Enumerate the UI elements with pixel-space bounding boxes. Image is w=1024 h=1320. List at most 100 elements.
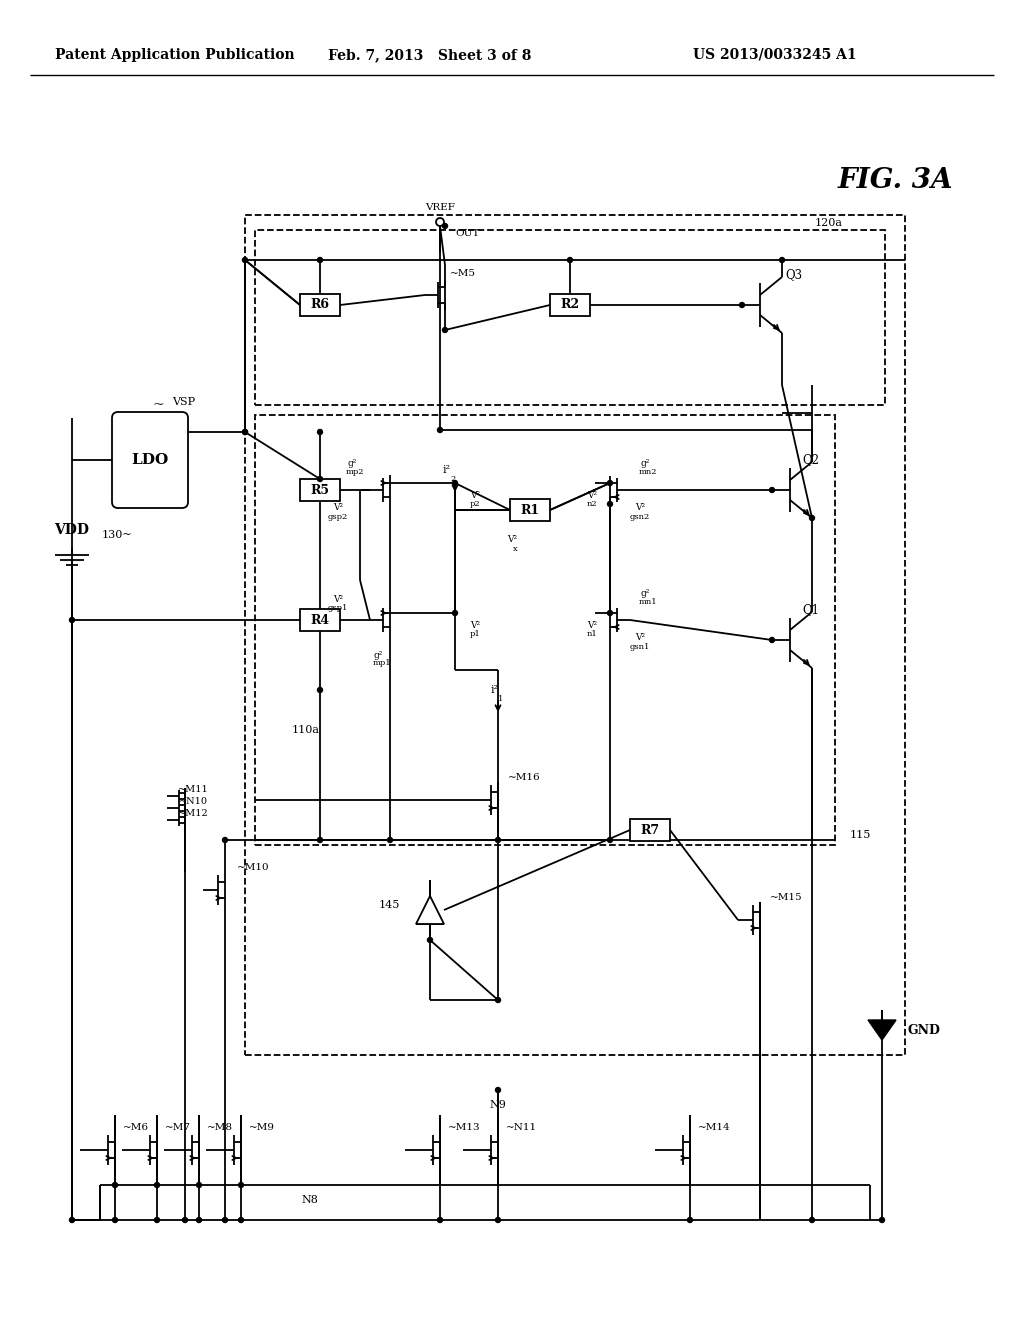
Circle shape	[155, 1183, 160, 1188]
Text: V²: V²	[635, 634, 645, 643]
Text: FIG. 3A: FIG. 3A	[838, 166, 952, 194]
Text: mp2: mp2	[346, 469, 365, 477]
Text: ~M5: ~M5	[450, 268, 476, 277]
Circle shape	[243, 257, 248, 263]
Bar	[550, 294, 590, 315]
Bar	[255, 230, 885, 405]
Polygon shape	[416, 896, 444, 924]
Circle shape	[239, 1183, 244, 1188]
Text: V²: V²	[587, 491, 597, 499]
Circle shape	[317, 688, 323, 693]
Bar	[245, 215, 905, 1055]
Circle shape	[317, 837, 323, 842]
Text: ~M15: ~M15	[770, 894, 803, 903]
Text: Feb. 7, 2013   Sheet 3 of 8: Feb. 7, 2013 Sheet 3 of 8	[329, 48, 531, 62]
Text: mn1: mn1	[639, 598, 657, 606]
Text: V²: V²	[470, 491, 480, 499]
Text: x: x	[513, 545, 517, 553]
Circle shape	[197, 1217, 202, 1222]
Circle shape	[607, 837, 612, 842]
Text: R7: R7	[640, 824, 659, 837]
Text: N9: N9	[489, 1100, 507, 1110]
Text: Q1: Q1	[802, 603, 819, 616]
Circle shape	[239, 1217, 244, 1222]
Text: Q3: Q3	[785, 268, 802, 281]
Text: g²: g²	[640, 459, 649, 469]
Circle shape	[113, 1217, 118, 1222]
Circle shape	[70, 618, 75, 623]
Bar	[300, 479, 340, 502]
Text: p2: p2	[470, 500, 480, 508]
Circle shape	[739, 302, 744, 308]
Text: ~M7: ~M7	[165, 1123, 191, 1133]
Circle shape	[769, 638, 774, 643]
Text: US 2013/0033245 A1: US 2013/0033245 A1	[693, 48, 857, 62]
Circle shape	[317, 257, 323, 263]
Text: ~M12: ~M12	[177, 809, 208, 818]
Bar	[300, 609, 340, 631]
Circle shape	[317, 429, 323, 434]
Text: V²: V²	[470, 620, 480, 630]
Text: ~M11: ~M11	[177, 785, 208, 795]
Text: ~M6: ~M6	[123, 1123, 150, 1133]
Circle shape	[607, 502, 612, 507]
Text: R1: R1	[520, 503, 540, 516]
Circle shape	[880, 1217, 885, 1222]
Text: 130~: 130~	[101, 531, 132, 540]
Polygon shape	[868, 1020, 896, 1040]
Text: g²: g²	[347, 459, 356, 469]
Text: VREF: VREF	[425, 202, 455, 211]
Circle shape	[317, 477, 323, 482]
Text: mn2: mn2	[639, 469, 657, 477]
Text: g²: g²	[374, 651, 383, 660]
Circle shape	[567, 257, 572, 263]
Text: VSP: VSP	[172, 397, 196, 407]
Text: g²: g²	[640, 590, 649, 598]
Text: V²: V²	[587, 620, 597, 630]
Circle shape	[769, 487, 774, 492]
Text: ~M16: ~M16	[508, 774, 541, 783]
Text: ~N11: ~N11	[506, 1123, 538, 1133]
Text: gsp2: gsp2	[328, 513, 348, 521]
Circle shape	[387, 837, 392, 842]
FancyBboxPatch shape	[112, 412, 188, 508]
Text: V²: V²	[333, 503, 343, 512]
Circle shape	[437, 428, 442, 433]
Bar	[510, 499, 550, 521]
Bar	[630, 818, 670, 841]
Circle shape	[243, 429, 248, 434]
Text: ~N10: ~N10	[178, 797, 208, 807]
Text: n2: n2	[587, 500, 597, 508]
Text: R6: R6	[310, 298, 330, 312]
Text: ~M13: ~M13	[449, 1123, 480, 1133]
Circle shape	[222, 837, 227, 842]
Text: R2: R2	[560, 298, 580, 312]
Circle shape	[607, 480, 612, 486]
Text: 2: 2	[451, 475, 456, 483]
Circle shape	[687, 1217, 692, 1222]
Circle shape	[437, 1217, 442, 1222]
Circle shape	[442, 327, 447, 333]
Text: mp1: mp1	[373, 659, 391, 667]
Text: gsp1: gsp1	[328, 605, 348, 612]
Text: V²: V²	[635, 503, 645, 512]
Circle shape	[197, 1183, 202, 1188]
Circle shape	[222, 1217, 227, 1222]
Circle shape	[607, 610, 612, 615]
Text: p1: p1	[470, 630, 480, 638]
Circle shape	[453, 610, 458, 615]
Text: gsn1: gsn1	[630, 643, 650, 651]
Circle shape	[779, 257, 784, 263]
Circle shape	[496, 837, 501, 842]
Text: GND: GND	[907, 1023, 940, 1036]
Circle shape	[113, 1183, 118, 1188]
Text: 120a: 120a	[815, 218, 843, 228]
Text: ~M8: ~M8	[207, 1123, 233, 1133]
Text: 145: 145	[379, 900, 400, 909]
Text: gsn2: gsn2	[630, 513, 650, 521]
Text: OUT: OUT	[456, 230, 480, 239]
Text: V²: V²	[333, 595, 343, 605]
Circle shape	[810, 516, 814, 520]
Text: N8: N8	[301, 1195, 318, 1205]
Circle shape	[453, 480, 458, 486]
